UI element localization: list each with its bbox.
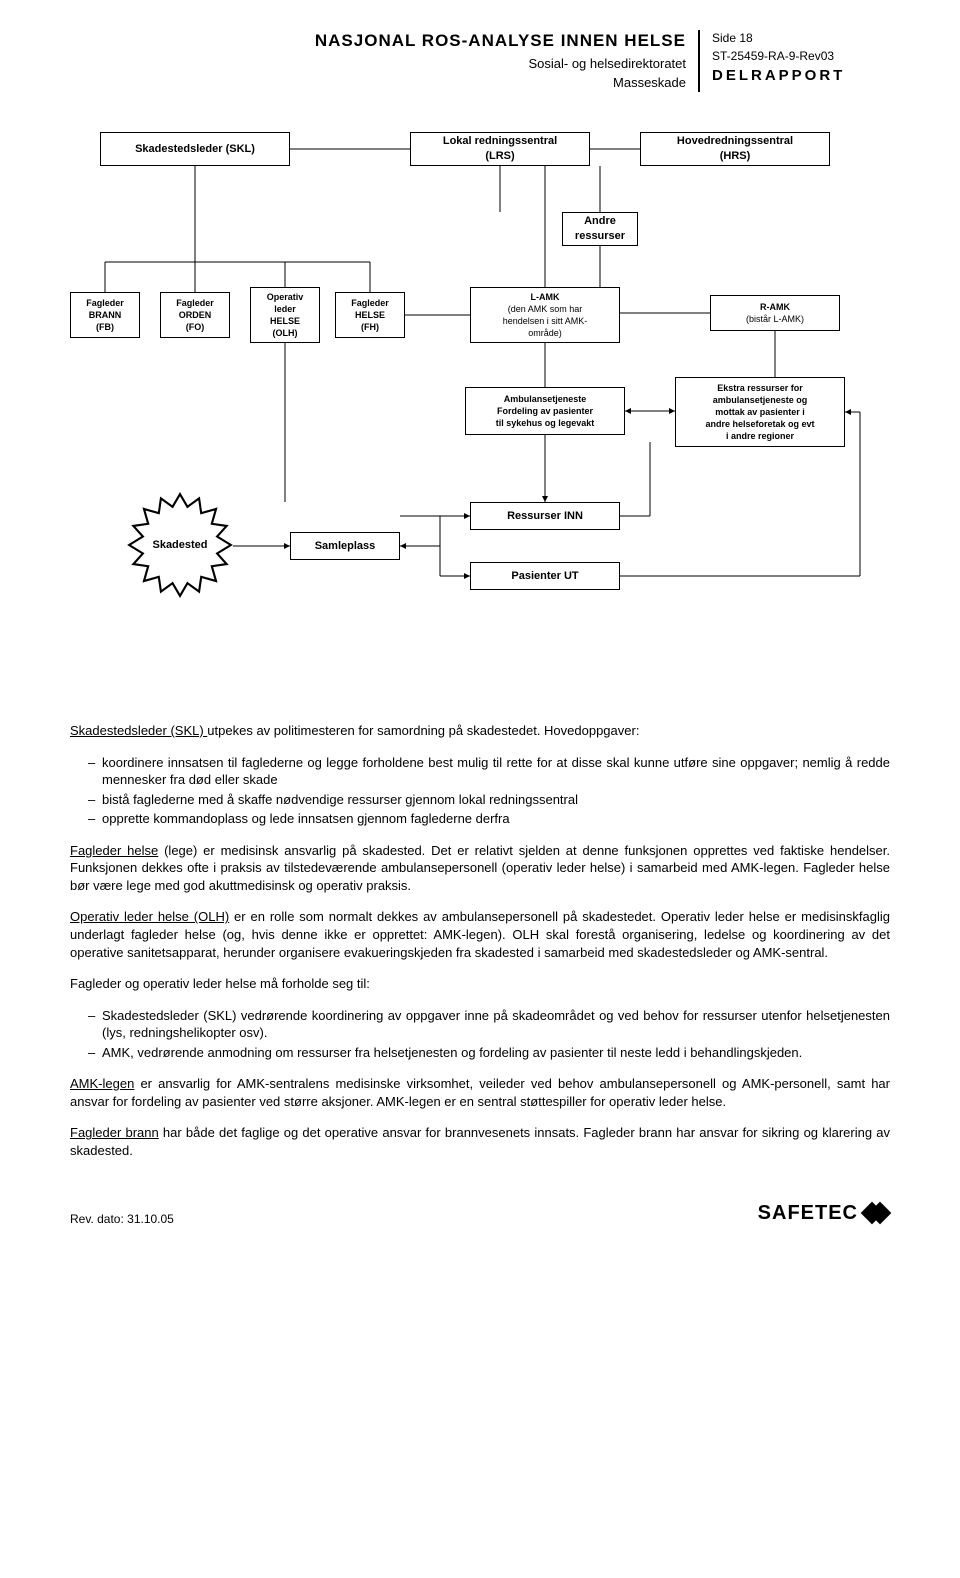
header-sub2: Masseskade [70,74,686,92]
p3-lead: Operativ leder helse (OLH) [70,909,229,924]
node-skadested-label: Skadested [152,538,207,553]
node-olh: Operativ leder HELSE (OLH) [250,287,320,343]
node-fb-l2: BRANN [89,309,122,321]
header-code: ST-25459-RA-9-Rev03 [712,48,890,64]
node-andre-l1: Andre [584,214,616,229]
node-lrs-l2: (LRS) [485,149,514,164]
node-lamk: L-AMK (den AMK som har hendelsen i sitt … [470,287,620,343]
p1-rest: utpekes av politimesteren for samordning… [207,723,639,738]
node-fo-l1: Fagleder [176,297,214,309]
paragraph-fagleder-helse: Fagleder helse (lege) er medisinsk ansva… [70,842,890,895]
node-olh-l4: (OLH) [273,327,298,339]
paragraph-skl: Skadestedsleder (SKL) utpekes av politim… [70,722,890,740]
node-pasut-label: Pasienter UT [511,569,578,584]
node-ekstra-l4: andre helseforetak og evt [705,418,814,430]
node-hrs-l2: (HRS) [720,149,751,164]
node-andre: Andre ressurser [562,212,638,246]
header-main-title: NASJONAL ROS-ANALYSE INNEN HELSE [70,30,686,53]
node-ekstra-l3: mottak av pasienter i [715,406,805,418]
node-lamk-l3: hendelsen i sitt AMK- [503,315,588,327]
node-hrs-l1: Hovedredningssentral [677,134,793,149]
paragraph-olh: Operativ leder helse (OLH) er en rolle s… [70,908,890,961]
node-amb-l3: til sykehus og legevakt [496,417,595,429]
node-fh: Fagleder HELSE (FH) [335,292,405,338]
node-hrs: Hovedredningssentral (HRS) [640,132,830,166]
node-fh-l2: HELSE [355,309,385,321]
header-sub1: Sosial- og helsedirektoratet [70,55,686,73]
node-ressinn: Ressurser INN [470,502,620,530]
node-lamk-l1: L-AMK [531,291,560,303]
node-lrs: Lokal redningssentral (LRS) [410,132,590,166]
node-amb: Ambulansetjeneste Fordeling av pasienter… [465,387,625,435]
footer-logo: SAFETEC [758,1199,890,1227]
node-lamk-l4: område) [528,327,562,339]
node-samleplass-label: Samleplass [315,539,376,554]
node-andre-l2: ressurser [575,229,625,244]
p6-lead: Fagleder brann [70,1125,159,1140]
node-olh-l3: HELSE [270,315,300,327]
p5-rest: er ansvarlig for AMK-sentralens medisins… [70,1076,890,1109]
node-fo: Fagleder ORDEN (FO) [160,292,230,338]
body-text: Skadestedsleder (SKL) utpekes av politim… [70,722,890,1159]
footer-logo-text: SAFETEC [758,1200,858,1227]
node-samleplass: Samleplass [290,532,400,560]
list-item: bistå faglederne med å skaffe nødvendige… [88,791,890,809]
p2-rest: (lege) er medisinsk ansvarlig på skadest… [70,843,890,893]
node-fb: Fagleder BRANN (FB) [70,292,140,338]
header-left: NASJONAL ROS-ANALYSE INNEN HELSE Sosial-… [70,30,698,92]
list-item: Skadestedsleder (SKL) vedrørende koordin… [88,1007,890,1042]
paragraph-amk-legen: AMK-legen er ansvarlig for AMK-sentralen… [70,1075,890,1110]
page-footer: Rev. dato: 31.10.05 SAFETEC [70,1199,890,1227]
node-amb-l2: Fordeling av pasienter [497,405,593,417]
node-fh-l1: Fagleder [351,297,389,309]
header-delrapport: DELRAPPORT [712,66,890,86]
header-side: Side 18 [712,30,890,46]
header-right: Side 18 ST-25459-RA-9-Rev03 DELRAPPORT [700,30,890,87]
p2-lead: Fagleder helse [70,843,158,858]
list-item: koordinere innsatsen til faglederne og l… [88,754,890,789]
p4-bullets: Skadestedsleder (SKL) vedrørende koordin… [70,1007,890,1062]
page-header: NASJONAL ROS-ANALYSE INNEN HELSE Sosial-… [70,30,890,92]
node-fh-l3: (FH) [361,321,379,333]
p1-bullets: koordinere innsatsen til faglederne og l… [70,754,890,828]
p5-lead: AMK-legen [70,1076,134,1091]
node-ekstra-l1: Ekstra ressurser for [717,382,803,394]
node-pasut: Pasienter UT [470,562,620,590]
p6-rest: har både det faglige og det operative an… [70,1125,890,1158]
node-ekstra: Ekstra ressurser for ambulansetjeneste o… [675,377,845,447]
p1-lead: Skadestedsleder (SKL) [70,723,207,738]
node-fo-l2: ORDEN [179,309,212,321]
node-fb-l3: (FB) [96,321,114,333]
org-diagram: Skadestedsleder (SKL) Lokal redningssent… [70,132,890,692]
node-ressinn-label: Ressurser INN [507,509,583,524]
node-ramk: R-AMK (bistår L-AMK) [710,295,840,331]
paragraph-forholde: Fagleder og operativ leder helse må forh… [70,975,890,993]
node-fb-l1: Fagleder [86,297,124,309]
node-lamk-l2: (den AMK som har [508,303,583,315]
list-item: AMK, vedrørende anmodning om ressurser f… [88,1044,890,1062]
node-ekstra-l5: i andre regioner [726,430,794,442]
node-ramk-l1: R-AMK [760,301,790,313]
node-amb-l1: Ambulansetjeneste [504,393,587,405]
node-ramk-l2: (bistår L-AMK) [746,313,804,325]
node-ekstra-l2: ambulansetjeneste og [713,394,808,406]
node-skadested: Skadested [127,492,227,592]
safetec-logo-icon [862,1199,890,1227]
footer-rev-date: Rev. dato: 31.10.05 [70,1211,174,1227]
node-skl: Skadestedsleder (SKL) [100,132,290,166]
node-fo-l3: (FO) [186,321,205,333]
node-olh-l2: leder [274,303,296,315]
node-olh-l1: Operativ [267,291,304,303]
paragraph-fagleder-brann: Fagleder brann har både det faglige og d… [70,1124,890,1159]
list-item: opprette kommandoplass og lede innsatsen… [88,810,890,828]
node-skl-label: Skadestedsleder (SKL) [135,142,255,157]
node-lrs-l1: Lokal redningssentral [443,134,557,149]
